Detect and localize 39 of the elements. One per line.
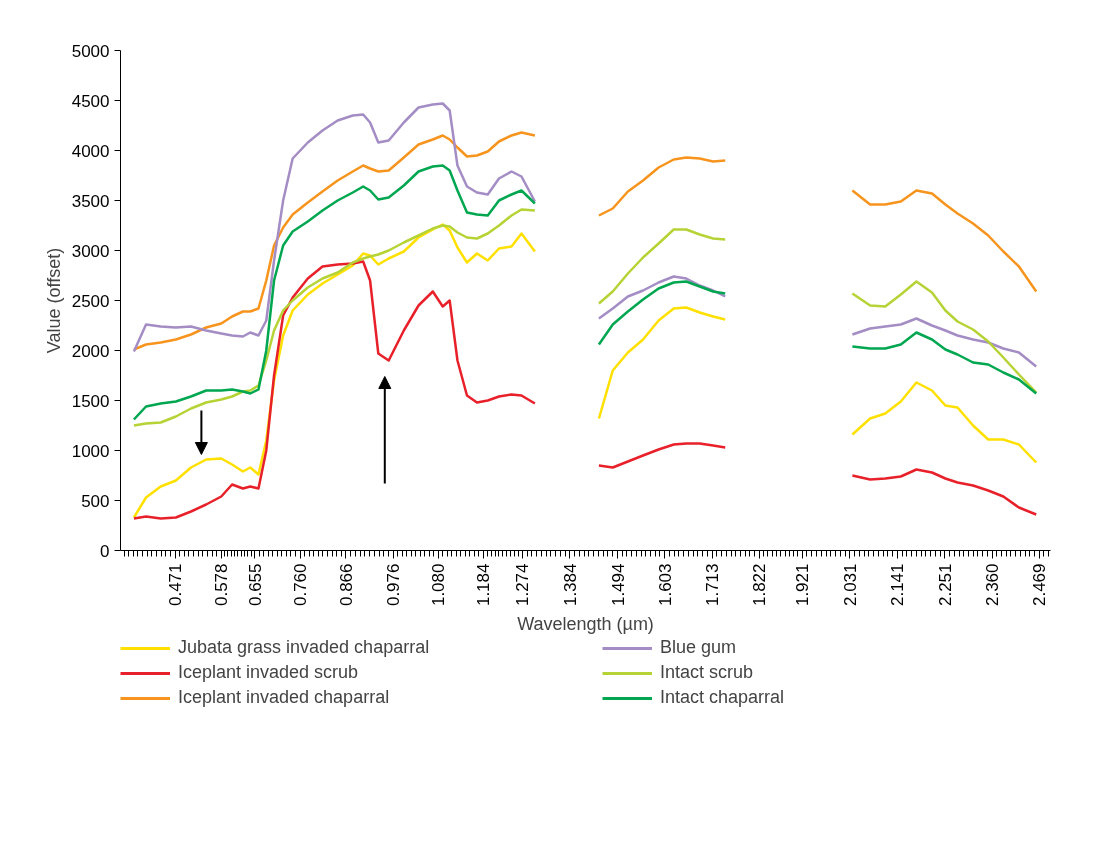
- x-tick-label: 0.655: [245, 563, 265, 607]
- x-tick-label: 2.031: [840, 563, 860, 607]
- x-tick-label: 2.251: [935, 563, 955, 607]
- legend-label: Iceplant invaded chaparral: [178, 687, 391, 708]
- legend-label: Intact chaparral: [660, 687, 786, 708]
- y-axis-title: Value (offset): [43, 247, 64, 354]
- x-tick-label: 2.360: [983, 563, 1003, 607]
- x-axis-title: Wavelength (µm): [517, 614, 654, 635]
- x-tick-label: 1.822: [750, 563, 770, 607]
- y-tick-label: 2500: [71, 291, 110, 311]
- x-tick-label: 1.603: [655, 563, 675, 607]
- y-tick-label: 2000: [71, 341, 110, 361]
- x-tick-label: 1.080: [429, 563, 449, 607]
- x-tick-label: 1.921: [793, 563, 813, 607]
- x-tick-label: 0.866: [336, 563, 356, 607]
- x-tick-label: 2.141: [888, 563, 908, 607]
- legend-label: Jubata grass invaded chaparral: [178, 637, 431, 658]
- x-tick-label: 2.469: [1030, 563, 1050, 607]
- x-tick-label: 0.471: [166, 563, 185, 607]
- legend-label: Iceplant invaded scrub: [178, 662, 360, 683]
- x-tick-label: 0.578: [212, 563, 232, 607]
- y-tick-label: 1000: [71, 441, 110, 461]
- y-tick-label: 4500: [71, 91, 110, 111]
- legend-label: Intact scrub: [660, 662, 755, 683]
- x-tick-label: 1.184: [474, 563, 494, 607]
- x-tick-label: 1.384: [560, 563, 580, 607]
- y-tick-label: 3500: [71, 191, 110, 211]
- x-tick-label: 1.713: [703, 563, 723, 607]
- legend-label: Blue gum: [660, 637, 738, 658]
- y-tick-label: 0: [100, 541, 110, 561]
- y-tick-label: 3000: [71, 241, 110, 261]
- y-tick-label: 4000: [71, 141, 110, 161]
- x-tick-label: 1.274: [513, 563, 533, 607]
- x-tick-label: 1.494: [608, 563, 628, 607]
- y-tick-label: 500: [81, 491, 110, 511]
- x-tick-label: 0.760: [291, 563, 311, 607]
- y-tick-label: 1500: [71, 391, 110, 411]
- x-tick-label: 0.976: [384, 563, 404, 607]
- y-tick-label: 5000: [71, 41, 110, 61]
